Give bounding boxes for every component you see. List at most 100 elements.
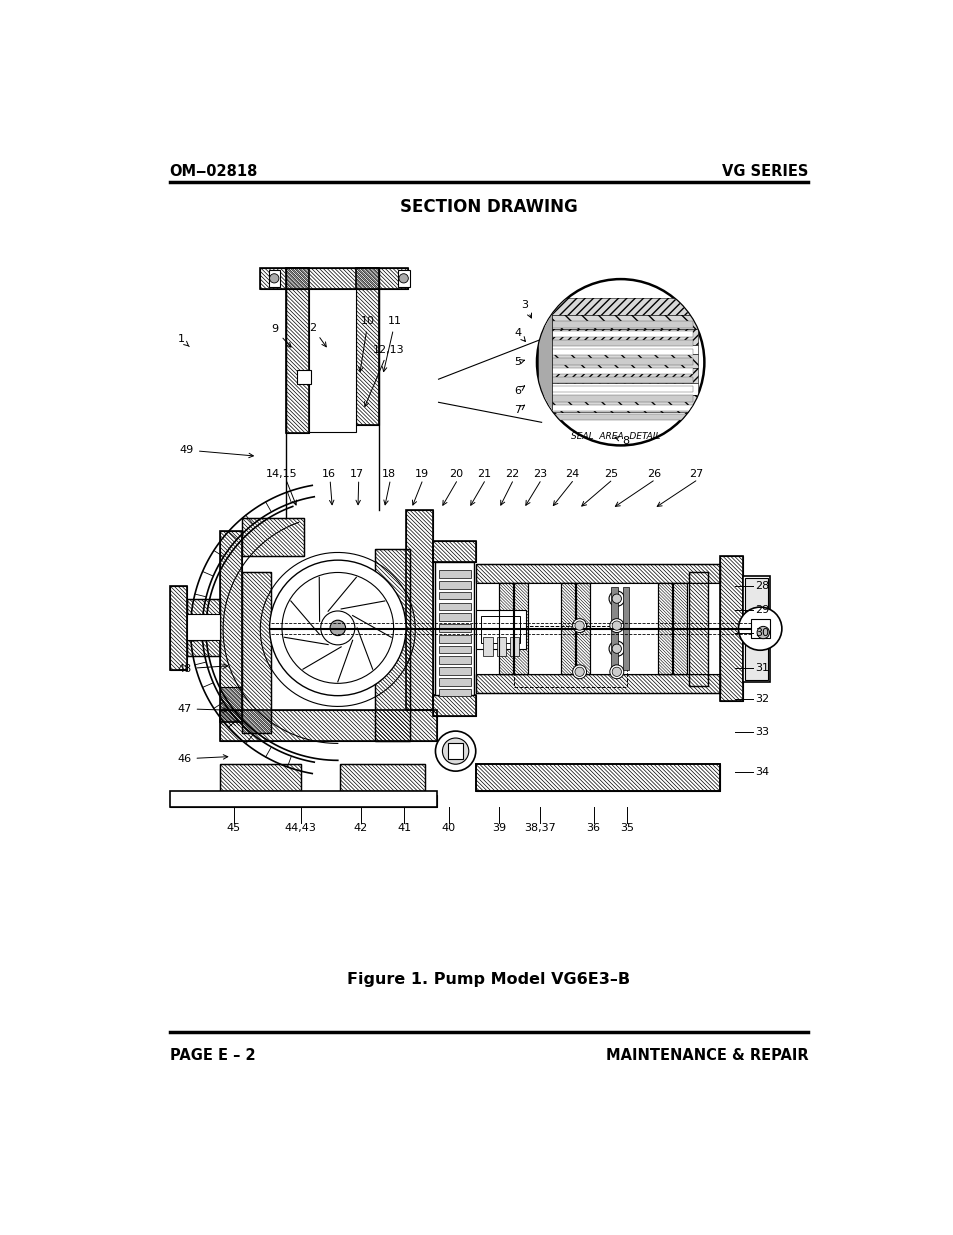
Text: 35: 35	[619, 823, 633, 832]
Bar	[542, 368, 698, 383]
Bar	[438, 603, 471, 610]
Text: 8: 8	[615, 436, 629, 446]
Bar	[744, 578, 767, 679]
Text: 34: 34	[754, 767, 768, 777]
Bar	[260, 268, 407, 289]
Circle shape	[270, 274, 278, 283]
Text: 48: 48	[177, 663, 228, 674]
Bar	[355, 268, 378, 425]
Text: 49: 49	[179, 445, 253, 458]
Text: 5: 5	[514, 357, 524, 367]
Bar	[241, 572, 271, 734]
Bar	[480, 616, 519, 643]
Text: 38,37: 38,37	[523, 823, 556, 832]
Bar	[537, 294, 551, 425]
Text: 14,15: 14,15	[266, 469, 297, 479]
Circle shape	[608, 592, 624, 606]
Bar	[560, 583, 575, 674]
Text: 45: 45	[227, 823, 241, 832]
Text: 23: 23	[533, 469, 547, 479]
Bar	[545, 340, 692, 346]
Bar	[542, 315, 698, 330]
Bar	[438, 592, 471, 599]
Text: 42: 42	[354, 823, 368, 832]
Bar	[241, 572, 271, 734]
Bar	[497, 637, 505, 656]
Bar	[438, 624, 471, 632]
Bar	[260, 268, 407, 289]
Bar	[220, 764, 301, 792]
Bar	[187, 614, 220, 640]
Bar	[220, 764, 301, 792]
Bar	[438, 635, 471, 642]
Text: MAINTENANCE & REPAIR: MAINTENANCE & REPAIR	[605, 1047, 807, 1063]
Bar	[375, 548, 410, 741]
Bar	[545, 350, 692, 356]
Bar	[340, 764, 425, 792]
Bar	[688, 572, 707, 685]
Bar	[509, 637, 518, 656]
Bar	[542, 330, 698, 345]
Text: OM‒02818: OM‒02818	[170, 164, 257, 179]
Bar	[397, 270, 410, 287]
Bar	[438, 614, 471, 621]
Bar	[476, 583, 720, 674]
Text: 17: 17	[350, 469, 364, 479]
Circle shape	[757, 626, 769, 638]
Text: SECTION DRAWING: SECTION DRAWING	[399, 199, 578, 216]
Circle shape	[572, 664, 586, 679]
Bar	[438, 667, 471, 674]
Text: 47: 47	[177, 704, 228, 714]
Circle shape	[608, 641, 624, 656]
Bar	[688, 572, 707, 685]
Text: 20: 20	[449, 469, 463, 479]
Text: 22: 22	[504, 469, 518, 479]
Bar	[187, 599, 220, 656]
Bar	[498, 583, 513, 674]
Bar	[433, 695, 476, 716]
Text: 44,43: 44,43	[284, 823, 316, 832]
Bar	[433, 541, 476, 562]
Bar	[514, 583, 528, 674]
Bar	[545, 321, 692, 327]
Bar	[476, 674, 720, 693]
Circle shape	[575, 621, 583, 630]
Bar	[286, 268, 309, 433]
Text: 28: 28	[754, 580, 768, 590]
Bar	[576, 583, 590, 674]
Circle shape	[572, 619, 586, 632]
Bar	[438, 689, 471, 697]
Text: 3: 3	[521, 300, 531, 317]
Bar	[720, 556, 742, 701]
Bar	[611, 587, 617, 671]
Circle shape	[537, 279, 703, 446]
Bar	[438, 580, 471, 589]
Text: 39: 39	[492, 823, 505, 832]
Bar	[514, 583, 528, 674]
Bar	[576, 583, 590, 674]
Bar	[498, 583, 513, 674]
Bar	[309, 289, 355, 431]
Text: 2: 2	[309, 322, 326, 347]
Circle shape	[435, 731, 476, 771]
Bar	[406, 510, 433, 710]
Bar	[220, 531, 241, 721]
Bar	[750, 620, 769, 638]
Text: 26: 26	[646, 469, 660, 479]
Text: 7: 7	[514, 405, 524, 415]
Text: 11: 11	[382, 316, 402, 372]
Bar	[560, 583, 575, 674]
Bar	[545, 368, 692, 374]
Bar	[545, 395, 692, 401]
Bar	[220, 531, 241, 721]
Bar	[673, 583, 686, 674]
Bar	[340, 764, 425, 792]
Circle shape	[612, 645, 620, 653]
Text: 27: 27	[689, 469, 703, 479]
Bar	[406, 510, 433, 710]
Bar	[241, 517, 303, 556]
Bar	[658, 583, 671, 674]
Text: 36: 36	[586, 823, 600, 832]
Bar	[438, 646, 471, 653]
Circle shape	[575, 667, 583, 677]
